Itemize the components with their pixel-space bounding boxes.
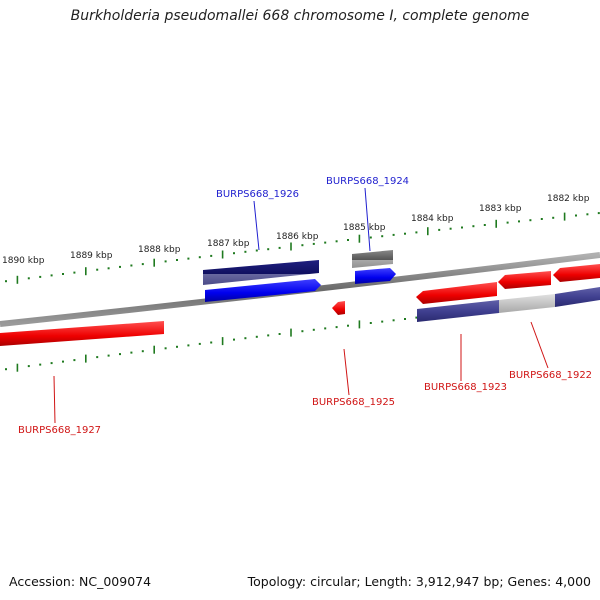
gene-label-1926[interactable]: BURPS668_1926 [216, 189, 299, 200]
gene-feature-1923-cds[interactable] [417, 300, 499, 322]
genome-summary-text: Topology: circular; Length: 3,912,947 bp… [247, 574, 591, 589]
accession-text: Accession: NC_009074 [9, 574, 152, 589]
gene-feature-1926-cds[interactable] [203, 260, 319, 285]
kbp-label-1886: 1886 kbp [276, 232, 319, 242]
kbp-label-1885: 1885 kbp [343, 223, 386, 233]
gene-label-1924[interactable]: BURPS668_1924 [326, 176, 409, 187]
gene-label-1922[interactable]: BURPS668_1922 [509, 370, 592, 381]
gene-feature-1922[interactable] [498, 271, 551, 289]
kbp-label-1890: 1890 kbp [2, 256, 45, 266]
gene-labels: BURPS668_1926 BURPS668_1924 BURPS668_192… [18, 176, 592, 436]
label-leader-lines [53, 187, 549, 424]
outer-tick-row [5, 212, 600, 284]
gene-feature-1925[interactable] [332, 301, 345, 315]
gene-label-1925[interactable]: BURPS668_1925 [312, 397, 395, 408]
gene-feature-1922-cds[interactable] [499, 294, 555, 313]
kbp-label-1888: 1888 kbp [138, 245, 181, 255]
kbp-label-1882: 1882 kbp [547, 194, 590, 204]
forward-strand-features [203, 250, 396, 302]
kbp-label-1887: 1887 kbp [207, 239, 250, 249]
gene-feature-1924-cds[interactable] [352, 250, 393, 268]
gene-label-1927[interactable]: BURPS668_1927 [18, 425, 101, 436]
reverse-strand-features [0, 264, 600, 346]
gene-label-1923[interactable]: BURPS668_1923 [424, 382, 507, 393]
gene-feature-1921-cds[interactable] [555, 287, 600, 307]
map-title: Burkholderia pseudomallei 668 chromosome… [70, 8, 530, 24]
gene-feature-1924[interactable] [355, 268, 396, 284]
gene-feature-1923[interactable] [416, 282, 497, 304]
gene-feature-1921[interactable] [553, 264, 600, 282]
kbp-label-1883: 1883 kbp [479, 204, 522, 214]
kbp-label-1884: 1884 kbp [411, 214, 454, 224]
kbp-label-1889: 1889 kbp [70, 251, 113, 261]
kbp-labels: 1890 kbp 1889 kbp 1888 kbp 1887 kbp 1886… [2, 194, 590, 266]
gene-feature-1927[interactable] [0, 321, 164, 346]
gene-feature-1926[interactable] [205, 279, 321, 302]
